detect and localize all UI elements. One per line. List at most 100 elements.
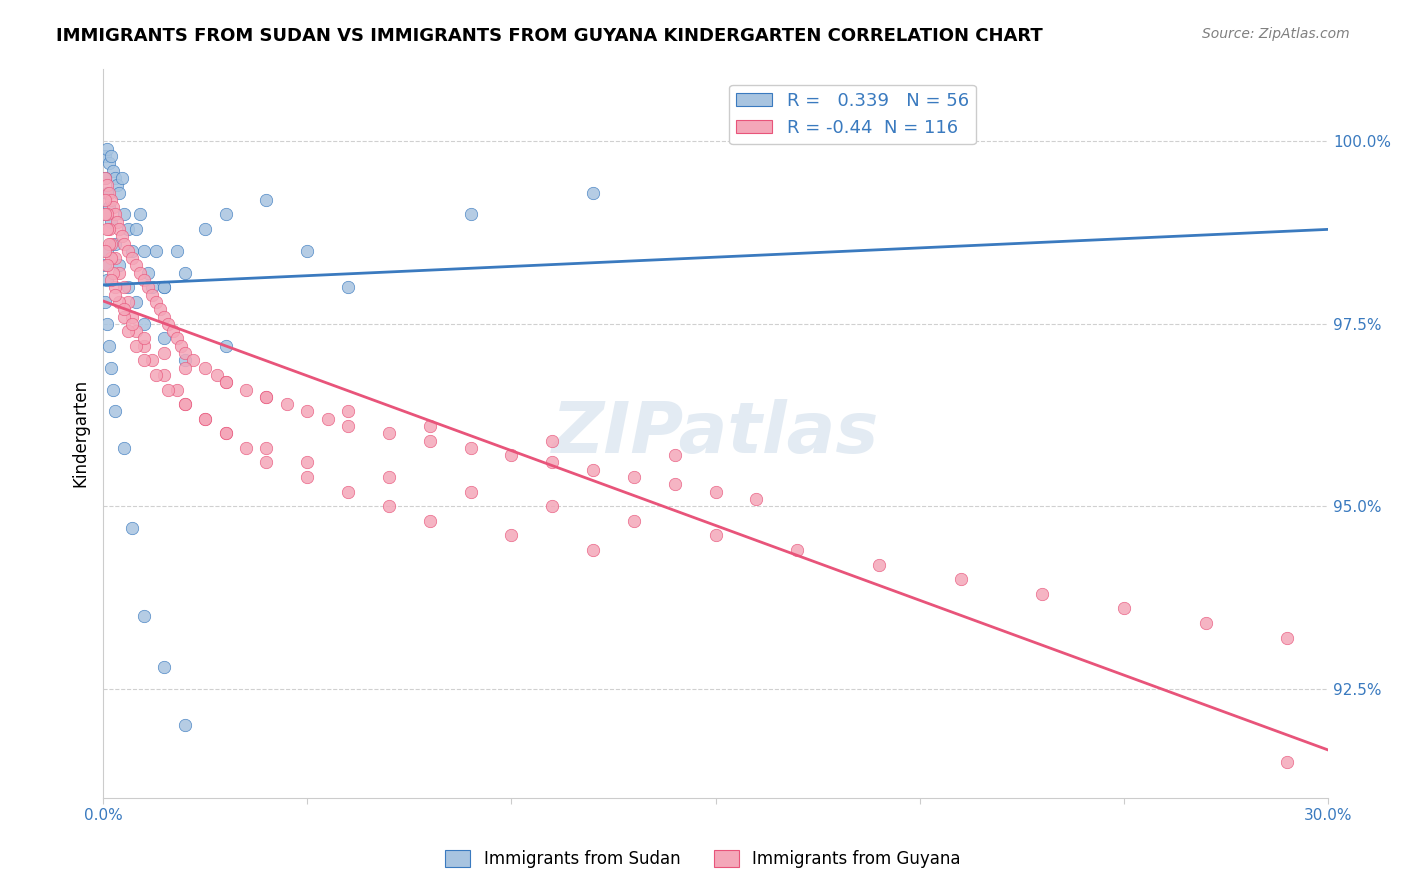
Point	[96, 178, 118, 193]
Point	[100, 251, 122, 265]
Point	[104, 251, 127, 265]
Point	[378, 426, 401, 441]
Point	[132, 339, 155, 353]
Point	[173, 346, 195, 360]
Point	[145, 244, 167, 258]
Point	[117, 295, 139, 310]
Point	[125, 295, 148, 310]
Point	[153, 280, 176, 294]
Point	[173, 360, 195, 375]
Point	[166, 383, 188, 397]
Point	[153, 310, 176, 324]
Point	[704, 484, 727, 499]
Point	[117, 280, 139, 294]
Point	[132, 331, 155, 345]
Point	[100, 215, 122, 229]
Point	[153, 331, 176, 345]
Point	[235, 383, 257, 397]
Point	[256, 390, 278, 404]
Point	[98, 186, 121, 200]
Point	[128, 266, 150, 280]
Point	[112, 207, 135, 221]
Point	[664, 448, 686, 462]
Point	[1277, 755, 1299, 769]
Point	[145, 295, 167, 310]
Point	[98, 222, 121, 236]
Point	[141, 287, 163, 301]
Point	[256, 455, 278, 469]
Point	[128, 207, 150, 221]
Point	[104, 207, 127, 221]
Point	[194, 411, 217, 425]
Y-axis label: Kindergarten: Kindergarten	[72, 379, 89, 487]
Point	[194, 360, 217, 375]
Point	[121, 244, 143, 258]
Point	[98, 200, 121, 214]
Point	[166, 331, 188, 345]
Point	[145, 368, 167, 382]
Point	[460, 484, 482, 499]
Point	[104, 287, 127, 301]
Point	[337, 404, 360, 418]
Point	[704, 528, 727, 542]
Point	[194, 222, 217, 236]
Point	[104, 280, 127, 294]
Point	[256, 441, 278, 455]
Point	[419, 514, 441, 528]
Point	[582, 186, 605, 200]
Point	[103, 383, 125, 397]
Point	[125, 259, 148, 273]
Point	[110, 170, 132, 185]
Point	[214, 376, 236, 390]
Point	[125, 222, 148, 236]
Point	[460, 441, 482, 455]
Point	[501, 528, 523, 542]
Point	[100, 193, 122, 207]
Point	[96, 207, 118, 221]
Point	[162, 324, 184, 338]
Point	[256, 193, 278, 207]
Point	[1194, 615, 1216, 630]
Point	[157, 383, 180, 397]
Point	[541, 500, 564, 514]
Point	[132, 353, 155, 368]
Point	[103, 163, 125, 178]
Point	[117, 244, 139, 258]
Point	[337, 419, 360, 434]
Point	[132, 317, 155, 331]
Point	[316, 411, 339, 425]
Point	[173, 397, 195, 411]
Point	[132, 273, 155, 287]
Point	[100, 149, 122, 163]
Point	[136, 280, 159, 294]
Point	[501, 448, 523, 462]
Point	[100, 236, 122, 251]
Point	[1112, 601, 1135, 615]
Text: Source: ZipAtlas.com: Source: ZipAtlas.com	[1202, 27, 1350, 41]
Point	[214, 376, 236, 390]
Point	[107, 178, 129, 193]
Point	[94, 170, 117, 185]
Point	[623, 470, 645, 484]
Point	[623, 514, 645, 528]
Point	[153, 659, 176, 673]
Point	[117, 222, 139, 236]
Point	[94, 259, 117, 273]
Point	[664, 477, 686, 491]
Point	[419, 419, 441, 434]
Point	[214, 339, 236, 353]
Point	[96, 259, 118, 273]
Point	[141, 353, 163, 368]
Point	[94, 170, 117, 185]
Point	[108, 186, 131, 200]
Point	[582, 463, 605, 477]
Point	[235, 441, 257, 455]
Point	[96, 222, 118, 236]
Point	[582, 543, 605, 558]
Point	[460, 207, 482, 221]
Point	[96, 317, 118, 331]
Point	[173, 353, 195, 368]
Point	[117, 324, 139, 338]
Point	[94, 295, 117, 310]
Text: IMMIGRANTS FROM SUDAN VS IMMIGRANTS FROM GUYANA KINDERGARTEN CORRELATION CHART: IMMIGRANTS FROM SUDAN VS IMMIGRANTS FROM…	[56, 27, 1043, 45]
